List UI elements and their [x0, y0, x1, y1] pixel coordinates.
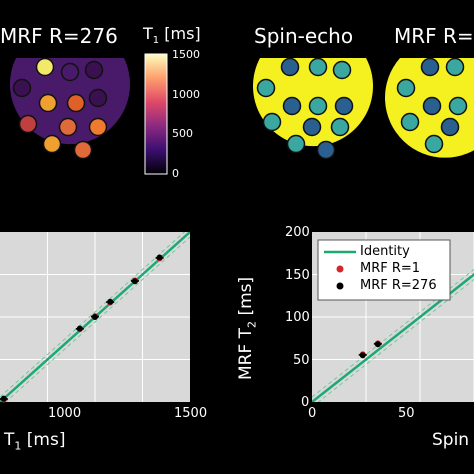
x-tick-label: 1000 [48, 406, 82, 421]
phantom-vial [334, 96, 354, 116]
phantom-map-mrf-right [385, 57, 474, 158]
phantom-vial [332, 60, 352, 80]
y-tick-label: 0 [301, 395, 310, 410]
identity-line [312, 268, 474, 402]
phantom-vial [308, 57, 328, 77]
data-points [358, 340, 382, 359]
y-tick-label: 50 [293, 353, 310, 368]
phantom-vial [84, 60, 104, 80]
phantom-vial [88, 117, 108, 137]
legend-label-identity: Identity [360, 244, 410, 259]
phantom-vial [18, 114, 38, 134]
x-axis-label: T1 [ms] [4, 430, 66, 453]
phantom-vial [60, 62, 80, 82]
data-point [359, 352, 366, 359]
map-title-mrf-right: MRF R= [394, 24, 474, 48]
data-point [156, 254, 163, 261]
phantom-vial [422, 96, 442, 116]
phantom-vial [330, 117, 350, 137]
x-tick-label: 50 [398, 406, 415, 421]
phantom-vial [420, 57, 440, 77]
data-point [92, 314, 98, 320]
confidence-line [4, 236, 190, 402]
phantom-vial [440, 117, 460, 137]
phantom-vial [42, 134, 62, 154]
phantom-vial [12, 78, 32, 98]
data-points [0, 254, 164, 403]
phantom-vials [256, 57, 354, 160]
phantom-vial [38, 93, 58, 113]
phantom-vials [396, 57, 468, 154]
y-tick-label: 200 [285, 225, 310, 240]
phantom-vial [400, 112, 420, 132]
identity-line [312, 272, 474, 402]
phantom-vial [396, 78, 416, 98]
phantom-vial [424, 134, 444, 154]
phantom-vial [282, 96, 302, 116]
colorbar-tick: 1000 [172, 88, 200, 101]
phantom-vial [262, 112, 282, 132]
x-tick-label: 1500 [174, 406, 208, 421]
colorbar-tick: 1500 [172, 48, 200, 61]
phantom-vial [280, 57, 300, 77]
phantom-vial [73, 140, 93, 160]
colorbar-tick: 0 [172, 167, 179, 180]
legend-label-mrf-r1: MRF R=1 [360, 261, 421, 276]
confidence-line [312, 268, 474, 398]
confidence-line [317, 278, 474, 402]
colorbar [144, 53, 168, 175]
phantom-vial [302, 117, 322, 137]
phantom-vial [58, 117, 78, 137]
phantom-vial [35, 57, 55, 77]
legend-mrf-r1-swatch [336, 265, 344, 273]
y-tick-label: 150 [285, 268, 310, 283]
phantom-vial [308, 96, 328, 116]
phantom-vial [448, 96, 468, 116]
y-axis-label: MRF T2 [ms] [236, 276, 259, 380]
phantom-vial [286, 134, 306, 154]
x-axis-label: Spin [432, 430, 470, 450]
phantom-vials [12, 57, 108, 160]
phantom-vial [445, 57, 465, 77]
y-tick-label: 100 [285, 310, 310, 325]
phantom-vial [66, 93, 86, 113]
legend-mrf-r276-swatch [336, 282, 344, 290]
data-point [76, 325, 83, 332]
colorbar-tick: 500 [172, 127, 193, 140]
scatter-plot-t2 [312, 232, 474, 402]
legend-label-mrf-r276: MRF R=276 [360, 278, 437, 293]
data-point [0, 395, 7, 402]
data-point [374, 341, 381, 348]
phantom-map-spin-echo [252, 57, 373, 160]
scatter-plot-t1 [0, 232, 190, 403]
phantom-vial [88, 88, 108, 108]
data-point [131, 278, 138, 285]
phantom-map-mrf [10, 57, 131, 160]
map-title-mrf: MRF R=276 [0, 24, 118, 48]
phantom-vial [316, 140, 336, 160]
data-point [107, 298, 114, 305]
map-title-spin-echo: Spin-echo [254, 24, 354, 48]
phantom-vial [256, 78, 276, 98]
colorbar-label: T1 [ms] [143, 24, 201, 47]
legend [317, 239, 451, 301]
x-tick-label: 0 [308, 406, 317, 421]
